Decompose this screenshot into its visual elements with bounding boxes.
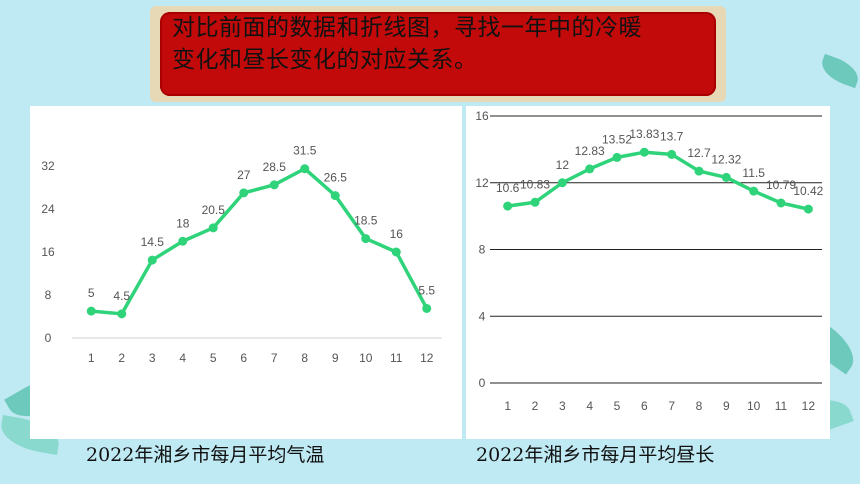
data-point [269, 180, 279, 190]
x-tick-label: 11 [390, 351, 403, 365]
data-point [208, 223, 218, 233]
data-point [330, 191, 340, 201]
data-point [803, 204, 813, 214]
data-label: 31.5 [293, 144, 317, 158]
x-tick-label: 12 [802, 399, 816, 413]
x-tick-label: 6 [641, 399, 648, 413]
data-label: 28.5 [263, 160, 287, 174]
y-tick-label: 8 [45, 288, 52, 302]
data-label: 20.5 [202, 203, 226, 217]
x-tick-label: 6 [240, 351, 247, 365]
x-tick-label: 10 [747, 399, 761, 413]
daylength-chart-caption: 2022年湘乡市每月平均昼长 [476, 444, 715, 466]
x-tick-label: 9 [332, 351, 339, 365]
data-label: 12.7 [687, 146, 711, 160]
x-tick-label: 2 [532, 399, 539, 413]
data-point [147, 255, 157, 265]
x-tick-label: 12 [420, 351, 434, 365]
title-line-2: 变化和昼长变化的对应关系。 [172, 47, 478, 73]
title-text: 对比前面的数据和折线图，寻找一年中的冷暖 变化和昼长变化的对应关系。 [172, 12, 712, 76]
data-point [585, 164, 595, 174]
title-line-1: 对比前面的数据和折线图，寻找一年中的冷暖 [172, 15, 642, 41]
x-tick-label: 1 [88, 351, 95, 365]
data-point [503, 201, 513, 211]
y-tick-label: 0 [479, 376, 486, 390]
y-tick-label: 16 [475, 109, 489, 123]
data-label: 14.5 [141, 235, 165, 249]
data-point [361, 234, 371, 244]
temperature-chart-panel: 0 8 16 24 32 1 2 3 4 5 6 7 8 9 10 11 12 5 4.5 14.5 18 20.5 27 2… [30, 106, 462, 439]
x-tick-label: 11 [775, 399, 788, 413]
title-banner-inner [160, 12, 716, 96]
title-banner [150, 6, 726, 102]
data-label: 5 [88, 286, 95, 300]
data-point [391, 247, 401, 257]
data-point [86, 306, 96, 316]
data-label: 16 [390, 227, 404, 241]
data-label: 26.5 [324, 171, 348, 185]
data-label: 5.5 [418, 283, 435, 297]
y-tick-label: 24 [41, 202, 55, 216]
y-tick-label: 4 [479, 309, 486, 323]
series-line [89, 166, 429, 316]
x-tick-label: 10 [359, 351, 373, 365]
data-label: 10.6 [496, 181, 520, 195]
data-point [178, 236, 188, 246]
x-tick-label: 9 [723, 399, 730, 413]
y-tick-label: 16 [41, 245, 55, 259]
data-label: 4.5 [113, 289, 130, 303]
data-point [721, 172, 731, 182]
x-tick-label: 2 [118, 351, 125, 365]
data-point [749, 186, 759, 196]
data-point [530, 197, 540, 207]
x-tick-label: 7 [271, 351, 278, 365]
x-tick-label: 4 [586, 399, 593, 413]
x-tick-label: 5 [614, 399, 621, 413]
x-tick-label: 3 [559, 399, 566, 413]
y-tick-label: 0 [45, 331, 52, 345]
data-label: 12.32 [711, 152, 741, 166]
data-label: 27 [237, 168, 251, 182]
leaf-decoration [817, 53, 860, 89]
x-tick-label: 5 [210, 351, 217, 365]
y-tick-label: 32 [41, 159, 55, 173]
daylength-chart-panel: 0 4 8 12 16 1 2 3 4 5 6 7 8 9 10 11 12 10.6 10.83 12 12.83 13… [466, 106, 830, 439]
x-tick-label: 1 [504, 399, 511, 413]
data-point [612, 152, 622, 162]
data-point [557, 178, 567, 188]
data-point [239, 188, 249, 198]
data-label: 11.5 [742, 166, 765, 180]
data-point [639, 147, 649, 157]
y-tick-label: 12 [475, 176, 489, 190]
data-label: 13.83 [629, 127, 659, 141]
series-line [505, 150, 811, 211]
data-point [694, 166, 704, 176]
data-label: 10.79 [766, 178, 796, 192]
x-tick-label: 4 [179, 351, 186, 365]
y-tick-label: 8 [479, 243, 486, 257]
data-point [117, 309, 127, 319]
data-point [667, 149, 677, 159]
data-label: 18.5 [354, 214, 378, 228]
data-point [776, 198, 786, 208]
data-label: 13.7 [660, 129, 684, 143]
x-tick-label: 3 [149, 351, 156, 365]
temperature-chart-caption: 2022年湘乡市每月平均气温 [86, 444, 325, 466]
data-label: 10.83 [520, 177, 550, 191]
data-label: 10.42 [793, 184, 823, 198]
data-point [422, 303, 432, 313]
data-point [300, 164, 310, 174]
x-tick-label: 7 [668, 399, 675, 413]
data-label: 12.83 [575, 144, 605, 158]
x-tick-label: 8 [696, 399, 703, 413]
data-label: 13.52 [602, 132, 632, 146]
x-tick-label: 8 [301, 351, 308, 365]
data-label: 12 [556, 158, 570, 172]
data-label: 18 [176, 216, 190, 230]
